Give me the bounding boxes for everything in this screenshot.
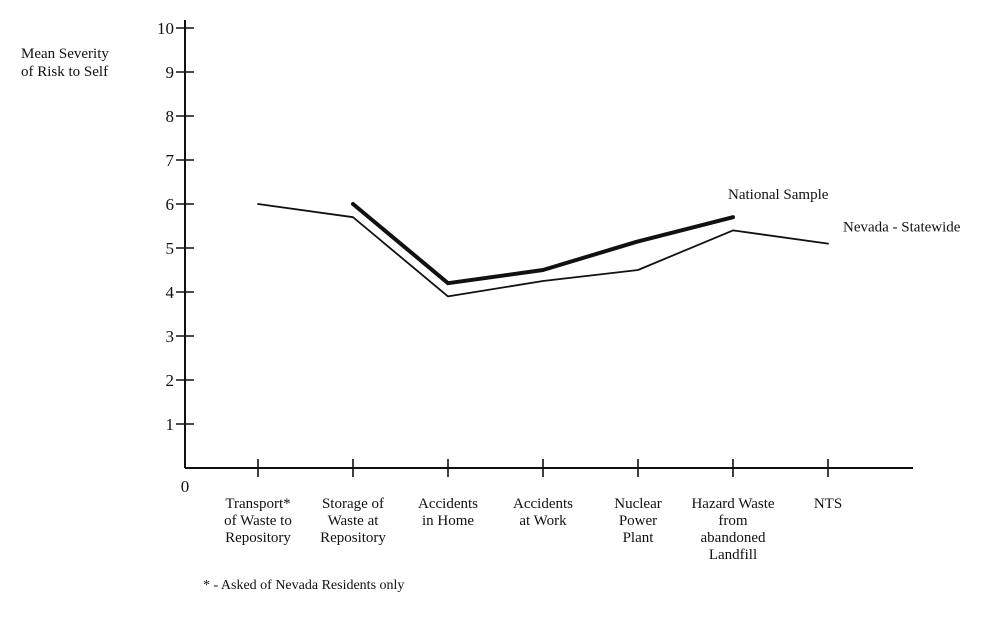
series-labels: National Sample Nevada - Statewide — [728, 187, 961, 235]
x-tick-label: NTS — [814, 496, 842, 512]
x-tick-label: Accidents at Work — [513, 496, 573, 529]
y-tick-label: 1 — [166, 415, 175, 434]
series-line — [351, 202, 735, 286]
y-tick-label: 2 — [166, 371, 175, 390]
series-label: Nevada - Statewide — [843, 220, 961, 236]
x-tick-label-line: Plant — [623, 530, 655, 546]
x-tick-label: Hazard Waste from abandoned Landfill — [691, 496, 774, 563]
x-tick-label-line: in Home — [422, 513, 474, 529]
x-tick-label: Accidents in Home — [418, 496, 478, 529]
x-tick-label-line: at Work — [519, 513, 567, 529]
y-tick-label: 8 — [166, 107, 175, 126]
y-axis-title-line: of Risk to Self — [21, 64, 108, 80]
y-tick-label: 6 — [166, 195, 175, 214]
x-tick-label-line: Hazard Waste — [691, 496, 774, 512]
x-tick-label-line: abandoned — [701, 530, 766, 546]
y-tick-label: 4 — [166, 283, 175, 302]
y-ticks: 1 2 3 4 5 6 7 8 9 10 — [157, 19, 194, 434]
series-line — [257, 203, 829, 298]
x-tick-label-line: Repository — [225, 530, 291, 546]
x-tick-label-line: Accidents — [418, 496, 478, 512]
x-tick-label-line: Storage of — [322, 496, 384, 512]
x-tick-label: Nuclear Power Plant — [614, 496, 661, 546]
x-tick-label-line: Accidents — [513, 496, 573, 512]
series-label: National Sample — [728, 187, 829, 203]
y-tick-label: 9 — [166, 63, 175, 82]
x-tick-label-line: from — [718, 513, 747, 529]
footnote: * - Asked of Nevada Residents only — [203, 578, 405, 593]
y-tick-label: 10 — [157, 19, 174, 38]
origin-label: 0 — [181, 477, 190, 496]
y-tick-label: 5 — [166, 239, 175, 258]
x-tick-label: Storage of Waste at Repository — [320, 496, 386, 546]
x-tick-label-line: Transport* — [225, 496, 290, 512]
x-tick-label-line: Landfill — [709, 547, 757, 563]
x-tick-label-line: NTS — [814, 496, 842, 512]
x-tick-label-line: Nuclear — [614, 496, 661, 512]
x-tick-label-line: of Waste to — [224, 513, 292, 529]
x-tick-label-line: Power — [619, 513, 657, 529]
series-lines — [257, 202, 829, 298]
axes: 0 — [181, 20, 913, 496]
y-tick-label: 3 — [166, 327, 175, 346]
x-tick-label: Transport* of Waste to Repository — [224, 496, 292, 546]
x-tick-label-line: Waste at — [328, 513, 380, 529]
y-axis-title: Mean Severity of Risk to Self — [21, 46, 109, 80]
y-tick-label: 7 — [166, 151, 175, 170]
x-tick-label-line: Repository — [320, 530, 386, 546]
y-axis-title-line: Mean Severity — [21, 46, 109, 62]
